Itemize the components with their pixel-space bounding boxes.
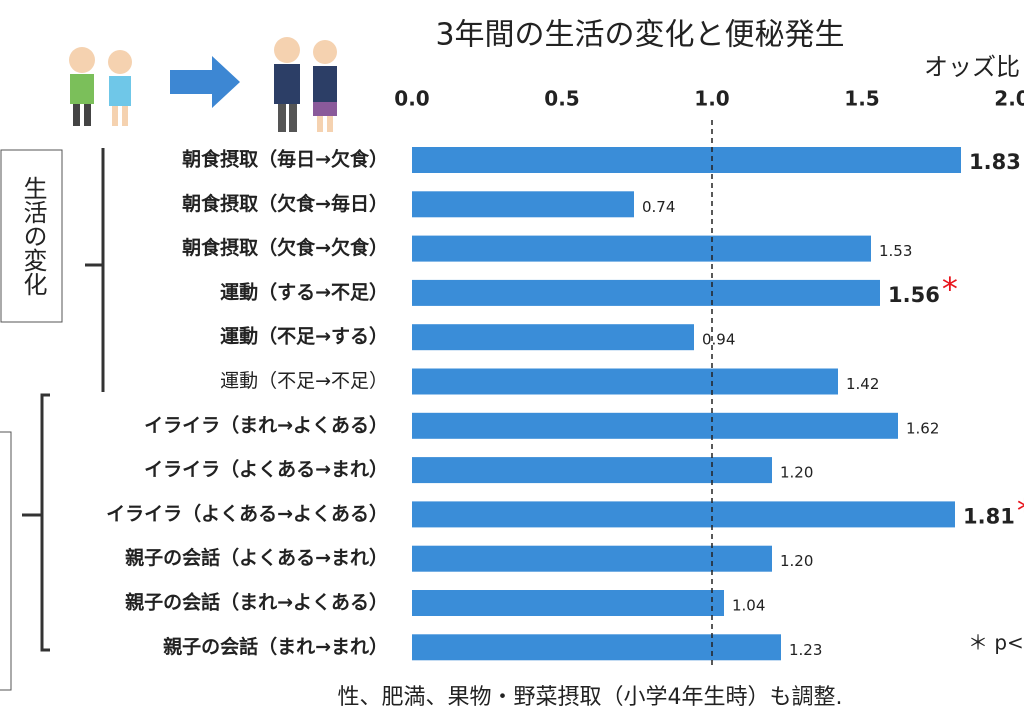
value-label: 0.74 [642, 198, 675, 216]
bar [412, 147, 961, 173]
bracket [22, 393, 50, 652]
chart-title: 3年間の生活の変化と便秘発生 [435, 18, 844, 53]
bar [412, 235, 871, 262]
x-tick-label: 1.5 [844, 87, 879, 111]
y-tick-label: 運動（不足→不足） [220, 370, 388, 392]
y-tick-label: 運動（する→不足） [220, 280, 388, 303]
value-label: 1.83 [969, 150, 1021, 174]
bar [412, 457, 772, 484]
x-tick-label: 0.5 [544, 87, 579, 111]
x-tick-label: 2.0 [994, 87, 1024, 111]
x-tick-label: 1.0 [694, 87, 729, 111]
bar [412, 501, 955, 528]
value-label: 1.20 [780, 464, 813, 482]
significance-marker: * [942, 270, 958, 308]
y-tick-label: 運動（不足→する） [220, 325, 388, 348]
bar [412, 634, 781, 661]
group-label: 生活の変化 [19, 176, 47, 296]
value-label: 1.04 [732, 597, 765, 615]
y-tick-label: 親子の会話（まれ→まれ） [163, 635, 388, 658]
y-tick-label: イライラ（まれ→よくある） [144, 413, 388, 436]
value-label: 1.42 [846, 375, 879, 393]
footnote: ＊ p< [968, 631, 1024, 655]
value-label: 1.20 [780, 552, 813, 570]
x-tick-label: 0.0 [394, 87, 429, 111]
bar [412, 324, 694, 351]
y-tick-label: 朝食摂取（毎日→欠食） [182, 148, 388, 171]
bar [412, 545, 772, 572]
y-tick-label: 親子の会話（まれ→よくある） [125, 591, 388, 614]
y-tick-label: 朝食摂取（欠食→欠食） [182, 236, 388, 259]
value-label: 1.81 [963, 504, 1015, 528]
x-axis-label: オッズ比 [924, 53, 1020, 81]
value-label: 0.94 [702, 331, 735, 349]
value-label: 1.56 [888, 283, 940, 307]
y-tick-label: イライラ（よくある→まれ） [144, 458, 388, 481]
y-tick-label: イライラ（よくある→よくある） [106, 502, 388, 525]
group-box [0, 149, 63, 323]
significance-marker: * [1017, 491, 1024, 529]
bar [412, 412, 898, 439]
bar [412, 368, 838, 395]
bar [412, 191, 634, 218]
value-label: 1.23 [789, 641, 822, 659]
note: 性、肥満、果物・野菜摂取（小学4年生時）も調整. [338, 685, 843, 710]
value-label: 1.53 [879, 242, 912, 260]
value-label: 1.62 [906, 419, 939, 437]
y-tick-label: 親子の会話（よくある→まれ） [125, 546, 388, 569]
y-tick-label: 朝食摂取（欠食→毎日） [182, 192, 388, 215]
bar [412, 279, 880, 306]
bar [412, 590, 724, 616]
group-box [0, 431, 12, 691]
bracket [85, 148, 105, 392]
illustration [69, 37, 337, 132]
